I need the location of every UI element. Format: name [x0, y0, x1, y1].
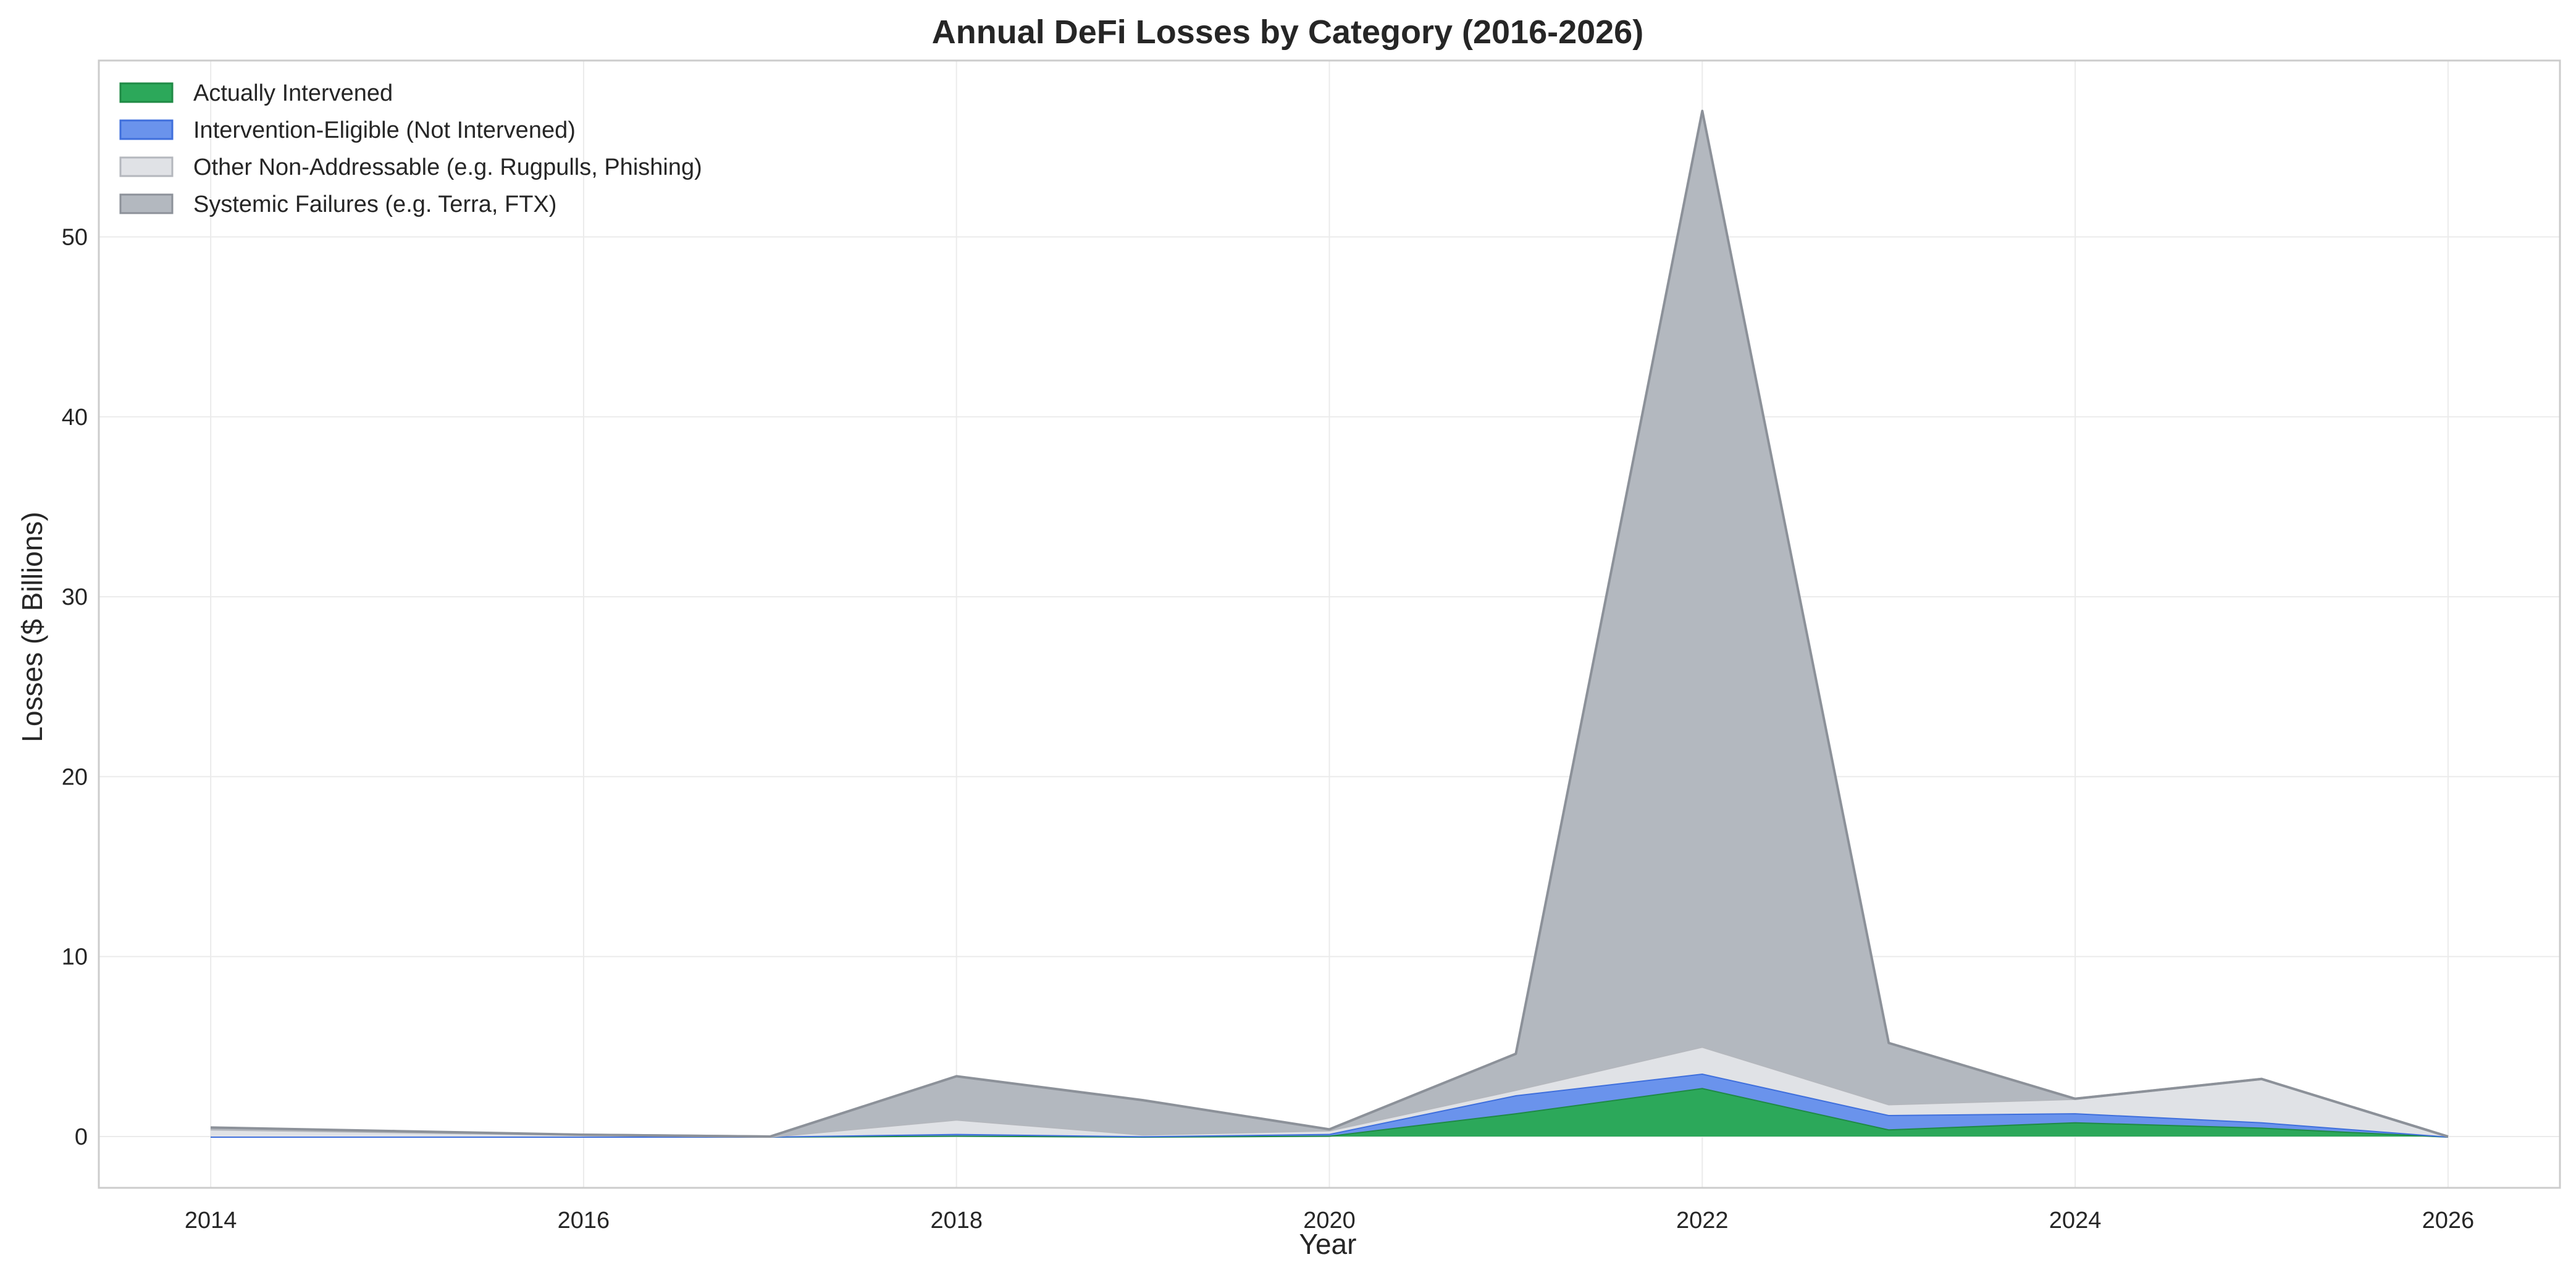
x-tick-label: 2018 — [930, 1208, 983, 1234]
y-axis-ticks: 0 10 20 30 40 50 — [62, 224, 88, 1150]
y-tick-label: 10 — [62, 944, 88, 970]
x-tick-label: 2016 — [558, 1208, 610, 1234]
x-tick-label: 2024 — [2049, 1208, 2102, 1234]
x-tick-label: 2022 — [1676, 1208, 1729, 1234]
legend-swatch — [119, 193, 174, 214]
legend-label: Intervention-Eligible (Not Intervened) — [193, 117, 576, 143]
y-tick-label: 30 — [62, 584, 88, 610]
x-axis-label: Year — [1299, 1228, 1357, 1260]
y-tick-label: 20 — [62, 764, 88, 790]
area-series-2 — [211, 1074, 2448, 1137]
legend-label: Actually Intervened — [193, 80, 393, 106]
x-tick-label: 2020 — [1303, 1208, 1356, 1234]
legend-swatch — [119, 119, 174, 140]
stacked-areas — [211, 109, 2449, 1138]
area-series-1 — [211, 1088, 2448, 1137]
x-tick-label: 2014 — [185, 1208, 237, 1234]
legend-label: Other Non-Addressable (e.g. Rugpulls, Ph… — [193, 154, 702, 180]
y-tick-label: 50 — [62, 224, 88, 250]
x-axis-ticks: 2014 2016 2018 2020 2022 2024 2026 — [185, 1208, 2474, 1234]
y-tick-label: 0 — [75, 1124, 88, 1150]
y-tick-label: 40 — [62, 405, 88, 431]
chart-title: Annual DeFi Losses by Category (2016-202… — [932, 14, 1643, 51]
area-edge-series-4 — [211, 109, 2449, 1138]
area-series-3 — [211, 1046, 2448, 1137]
x-tick-label: 2026 — [2422, 1208, 2475, 1234]
plot-border — [98, 59, 2561, 1189]
legend-label: Systemic Failures (e.g. Terra, FTX) — [193, 191, 556, 217]
legend: Actually Intervened Intervention-Eligible… — [119, 80, 702, 217]
y-axis-label: Losses ($ Billions) — [16, 511, 48, 742]
legend-swatch — [119, 82, 174, 103]
legend-swatch — [119, 156, 174, 177]
axes-frame — [98, 59, 2561, 1189]
